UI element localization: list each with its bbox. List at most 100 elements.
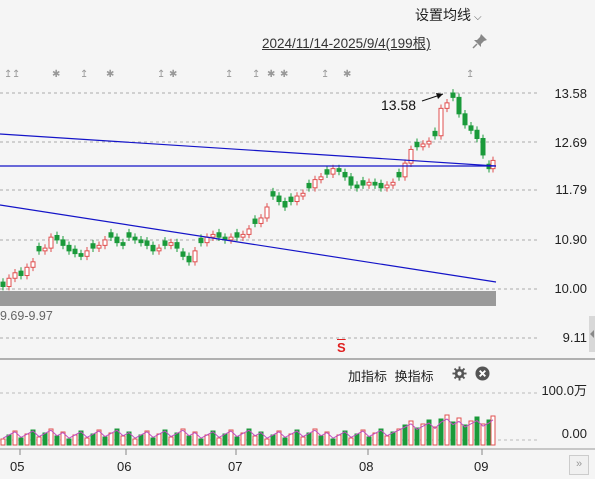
candle-body bbox=[144, 240, 150, 246]
candle-body bbox=[228, 236, 234, 241]
candle-body bbox=[168, 242, 174, 246]
candle-body bbox=[132, 236, 138, 241]
volume-bar bbox=[210, 430, 216, 446]
gear-icon[interactable] bbox=[452, 366, 467, 381]
volume-bar bbox=[222, 433, 228, 446]
volume-tick: 0.00 bbox=[561, 426, 587, 441]
event-marker-icon: ↥ bbox=[80, 69, 88, 80]
price-band bbox=[0, 291, 496, 306]
candle-body bbox=[366, 181, 372, 186]
volume-bar bbox=[282, 437, 288, 446]
candle-body bbox=[246, 228, 252, 235]
volume-bar bbox=[150, 437, 156, 446]
candle-body bbox=[318, 176, 324, 181]
volume-bar bbox=[354, 433, 360, 446]
volume-bar bbox=[156, 433, 162, 446]
volume-bar bbox=[216, 437, 222, 446]
candle-body bbox=[120, 242, 126, 246]
close-icon[interactable] bbox=[475, 366, 490, 381]
candle-body bbox=[78, 253, 84, 257]
candle-body bbox=[102, 239, 108, 246]
event-marker-icon: ✱ bbox=[267, 69, 275, 80]
candle-body bbox=[414, 141, 420, 148]
volume-ma-line bbox=[2, 418, 494, 439]
candle-body bbox=[420, 143, 426, 148]
volume-bar bbox=[138, 434, 144, 446]
event-marker-icon: ✱ bbox=[52, 69, 60, 80]
volume-bar bbox=[480, 423, 486, 446]
volume-bar bbox=[258, 431, 264, 446]
candle-body bbox=[378, 182, 384, 189]
month-label: 08 bbox=[359, 459, 374, 474]
candle-body bbox=[96, 244, 102, 249]
volume-bar bbox=[36, 436, 42, 446]
volume-bar bbox=[366, 436, 372, 446]
candle-body bbox=[456, 96, 462, 115]
band-range-label: 9.69-9.97 bbox=[0, 309, 53, 323]
candle-body bbox=[426, 140, 432, 145]
candle-body bbox=[60, 239, 66, 246]
resistance-trendline bbox=[0, 133, 497, 167]
candle-body bbox=[450, 92, 456, 98]
volume-bar bbox=[264, 438, 270, 446]
expand-icon[interactable]: » bbox=[569, 455, 589, 475]
volume-bar bbox=[294, 429, 300, 446]
candle-body bbox=[384, 184, 390, 189]
candle-body bbox=[12, 272, 18, 279]
switch-indicator-button[interactable]: 换指标 bbox=[394, 369, 434, 384]
price-tick: 10.00 bbox=[554, 281, 587, 296]
high-price-label: 13.58 bbox=[381, 97, 417, 113]
candle-body bbox=[174, 242, 180, 249]
add-indicator-button[interactable]: 加指标 bbox=[348, 369, 388, 384]
volume-bar bbox=[490, 415, 496, 446]
volume-bar bbox=[6, 434, 12, 446]
volume-bar bbox=[300, 436, 306, 446]
candle-body bbox=[264, 206, 270, 219]
volume-bar bbox=[120, 435, 126, 446]
volume-bar bbox=[0, 438, 6, 446]
candle-body bbox=[342, 171, 348, 178]
candle-body bbox=[258, 217, 264, 224]
candle-body bbox=[210, 233, 216, 238]
ma-settings-button[interactable]: 设置均线 ⌵ bbox=[415, 5, 482, 25]
candle-body bbox=[6, 277, 12, 287]
candle-body bbox=[348, 176, 354, 186]
volume-bar bbox=[252, 435, 258, 446]
volume-bar bbox=[66, 438, 72, 446]
volume-bar bbox=[414, 427, 420, 446]
volume-bar bbox=[54, 435, 60, 446]
price-tick: 10.90 bbox=[554, 232, 587, 247]
candle-body bbox=[90, 243, 96, 249]
volume-bar bbox=[384, 435, 390, 446]
candle-body bbox=[432, 130, 438, 137]
candle-body bbox=[372, 181, 378, 186]
volume-bar bbox=[288, 433, 294, 446]
candle-body bbox=[66, 244, 72, 252]
candle-body bbox=[240, 233, 246, 238]
price-tick: 11.79 bbox=[555, 182, 587, 197]
candle-body bbox=[24, 266, 30, 277]
month-label: 07 bbox=[228, 459, 243, 474]
volume-bar bbox=[228, 429, 234, 446]
volume-bar bbox=[318, 435, 324, 446]
volume-bar bbox=[324, 431, 330, 446]
volume-bar bbox=[30, 429, 36, 446]
candle-body bbox=[36, 245, 42, 252]
volume-bar bbox=[432, 426, 438, 446]
volume-bar bbox=[306, 432, 312, 446]
event-marker-icon: ✱ bbox=[169, 69, 177, 80]
side-panel-toggle[interactable] bbox=[589, 316, 595, 352]
volume-bar bbox=[18, 437, 24, 446]
sell-signal-marker[interactable]: S bbox=[337, 340, 346, 355]
pin-icon[interactable] bbox=[471, 32, 489, 50]
candle-body bbox=[300, 192, 306, 197]
volume-bar bbox=[60, 431, 66, 446]
date-range-link[interactable]: 2024/11/14-2025/9/4(199根) bbox=[262, 36, 431, 51]
event-marker-icon: ↥ bbox=[466, 69, 474, 80]
candle-body bbox=[354, 184, 360, 189]
price-tick: 13.58 bbox=[554, 86, 587, 101]
volume-bar bbox=[84, 437, 90, 446]
volume-bar bbox=[330, 438, 336, 446]
volume-bar bbox=[360, 429, 366, 446]
